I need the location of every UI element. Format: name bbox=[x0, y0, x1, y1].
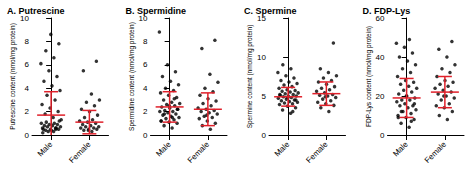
svg-text:10: 10 bbox=[138, 13, 148, 23]
svg-text:60: 60 bbox=[375, 13, 385, 23]
svg-text:Female: Female bbox=[67, 139, 93, 165]
svg-text:Female: Female bbox=[186, 139, 212, 165]
svg-text:10: 10 bbox=[257, 53, 266, 62]
svg-text:Male: Male bbox=[154, 139, 173, 158]
svg-text:2: 2 bbox=[143, 107, 148, 116]
svg-text:A. Putrescine: A. Putrescine bbox=[7, 6, 65, 16]
svg-text:D. FDP-Lys: D. FDP-Lys bbox=[363, 6, 411, 16]
svg-text:4: 4 bbox=[25, 84, 30, 93]
svg-text:8: 8 bbox=[25, 37, 30, 46]
svg-text:20: 20 bbox=[376, 92, 385, 101]
svg-text:Male: Male bbox=[391, 139, 410, 158]
svg-text:0: 0 bbox=[262, 131, 267, 140]
svg-text:6: 6 bbox=[143, 60, 148, 69]
svg-text:4: 4 bbox=[143, 84, 148, 93]
svg-text:2: 2 bbox=[25, 107, 30, 116]
svg-text:8: 8 bbox=[143, 37, 148, 46]
svg-text:Male: Male bbox=[273, 139, 292, 158]
svg-text:C. Spermine: C. Spermine bbox=[244, 6, 297, 16]
svg-text:5: 5 bbox=[262, 92, 267, 101]
svg-text:Spermidine content (nmol/mg pr: Spermidine content (nmol/mg protein) bbox=[128, 22, 136, 131]
svg-text:Male: Male bbox=[36, 139, 55, 158]
svg-text:0: 0 bbox=[380, 131, 385, 140]
svg-text:B. Spermidine: B. Spermidine bbox=[126, 6, 187, 16]
svg-text:15: 15 bbox=[257, 13, 266, 23]
svg-text:Female: Female bbox=[304, 139, 330, 165]
svg-text:0: 0 bbox=[143, 131, 148, 140]
svg-text:Spermine content (nmol/mg prot: Spermine content (nmol/mg protein) bbox=[246, 25, 254, 129]
svg-text:6: 6 bbox=[25, 60, 30, 69]
svg-text:Putrescine content (nmol/mg pr: Putrescine content (nmol/mg protein) bbox=[9, 23, 17, 130]
svg-text:40: 40 bbox=[376, 53, 385, 62]
svg-text:Female: Female bbox=[423, 139, 449, 165]
svg-text:10: 10 bbox=[20, 13, 29, 23]
svg-text:FDP-Lys content (nmol/mg prote: FDP-Lys content (nmol/mg protein) bbox=[365, 26, 373, 127]
svg-text:0: 0 bbox=[25, 131, 30, 140]
